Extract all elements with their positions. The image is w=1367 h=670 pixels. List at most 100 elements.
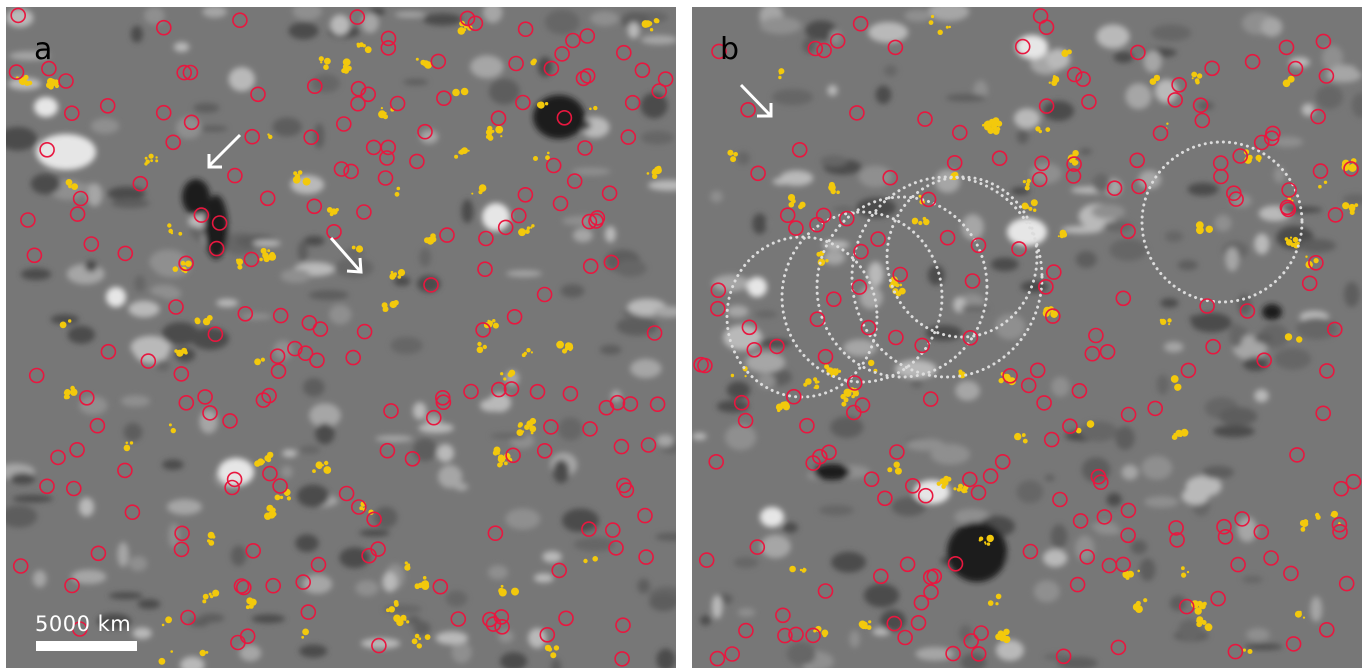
magnetic-patch [111, 198, 150, 209]
yellow-feature [500, 372, 504, 376]
red-circle [1192, 97, 1209, 113]
magnetic-patch [1016, 129, 1029, 144]
yellow-feature [286, 496, 291, 501]
yellow-feature [292, 176, 301, 184]
magnetic-patch [736, 151, 750, 165]
yellow-feature [803, 567, 806, 570]
red-circle [554, 46, 570, 62]
magnetic-patch [303, 235, 325, 246]
red-circle [608, 540, 624, 556]
yellow-feature [279, 495, 284, 500]
yellow-feature [500, 584, 504, 588]
red-circle [1011, 241, 1027, 257]
magnetic-patch [1254, 389, 1269, 403]
red-circle [846, 375, 863, 391]
yellow-feature [928, 20, 934, 25]
red-circle [1055, 648, 1072, 665]
red-circle [886, 615, 903, 632]
bright-patch [760, 507, 784, 527]
red-circle [72, 190, 89, 207]
red-circle [873, 568, 889, 585]
yellow-feature [523, 351, 527, 356]
magnetic-patch [954, 508, 990, 525]
yellow-feature [237, 264, 243, 270]
yellow-feature [394, 191, 400, 197]
magnetic-patch [282, 449, 298, 458]
yellow-feature [646, 172, 650, 175]
red-circle [947, 555, 964, 572]
magnetic-patch [1310, 596, 1323, 622]
magnetic-patch [144, 7, 165, 25]
yellow-feature [342, 66, 349, 73]
red-circle [1301, 275, 1318, 292]
yellow-feature [407, 563, 411, 567]
magnetic-patch [1331, 64, 1357, 74]
magnetic-patch [875, 85, 892, 105]
red-circle [709, 650, 726, 667]
red-circle [64, 105, 80, 121]
red-circle [1031, 171, 1048, 188]
yellow-feature [167, 223, 172, 228]
red-circle [1029, 362, 1046, 379]
red-circle [581, 521, 597, 537]
magnetic-patch [1091, 522, 1118, 531]
magnetic-patch [925, 325, 963, 341]
red-circle [439, 227, 455, 243]
red-circle [552, 195, 569, 212]
red-circle [297, 345, 314, 362]
red-circle [839, 210, 855, 227]
dotted-rings [725, 140, 1304, 399]
magnetic-patch [314, 123, 325, 149]
yellow-feature [504, 461, 508, 466]
red-circle [1180, 362, 1197, 379]
magnetic-patch [637, 578, 650, 594]
yellow-feature [805, 378, 812, 385]
magnetic-patch [302, 574, 333, 594]
magnetic-patch [830, 416, 864, 439]
red-circle [510, 207, 527, 224]
yellow-feature [999, 635, 1006, 642]
red-circle [180, 609, 196, 626]
magnetic-patch [228, 67, 255, 92]
red-circle [193, 207, 210, 223]
yellow-feature [165, 616, 173, 624]
magnetic-patch [560, 284, 585, 298]
magnetic-patch [906, 438, 946, 451]
yellow-feature [984, 123, 991, 131]
magnetic-patch [1061, 226, 1102, 234]
yellow-feature [656, 165, 662, 171]
red-circle [1199, 298, 1215, 314]
red-circle [589, 210, 606, 226]
yellow-feature [1181, 566, 1185, 571]
yellow-feature [267, 249, 271, 253]
magnetic-patch [656, 648, 676, 668]
red-circle [487, 525, 504, 542]
red-circle [1239, 303, 1256, 319]
red-circle [174, 525, 190, 542]
yellow-feature [320, 61, 323, 64]
yellow-feature [1021, 433, 1026, 437]
red-circle [345, 349, 362, 366]
dark-patch [1262, 304, 1282, 320]
red-circle [851, 279, 868, 295]
red-circle [117, 462, 133, 479]
magnetic-patch [84, 260, 98, 272]
magnetic-patch [360, 638, 401, 649]
yellow-feature [503, 377, 507, 381]
red-circle [1052, 491, 1068, 508]
magnetic-patch [849, 630, 860, 648]
red-circle [779, 207, 796, 223]
magnetic-patch [1202, 465, 1234, 479]
yellow-feature [1026, 178, 1031, 184]
red-circle [1210, 590, 1226, 607]
yellow-feature [174, 349, 178, 353]
red-circle [1129, 152, 1146, 169]
yellow-feature [161, 623, 165, 627]
red-circle [1002, 367, 1018, 384]
yellow-feature [1194, 607, 1202, 615]
yellow-feature [500, 135, 503, 138]
magnetic-patch [86, 183, 103, 207]
magnetic-patch [995, 639, 1024, 661]
yellow-feature [801, 568, 806, 573]
red-circle [939, 229, 956, 246]
